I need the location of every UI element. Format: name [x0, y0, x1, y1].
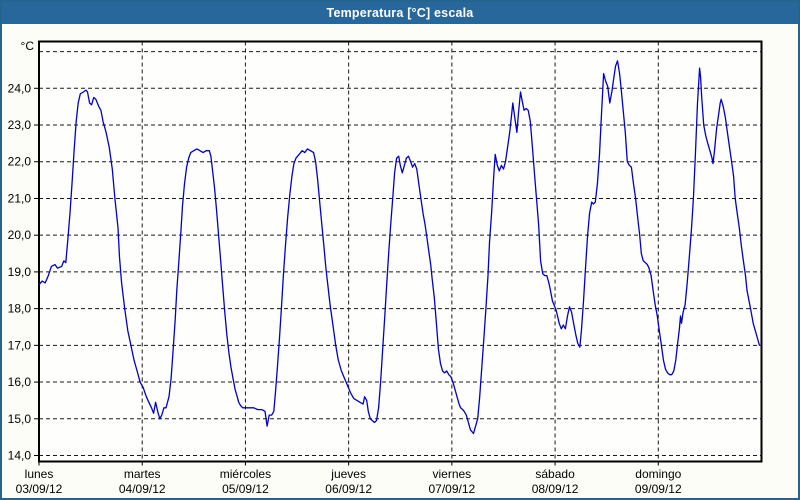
window-titlebar: Temperatura [°C] escala	[2, 2, 798, 24]
y-tick-label: 14,0	[8, 449, 32, 463]
window-title: Temperatura [°C] escala	[326, 6, 474, 20]
date-label: 08/09/12	[532, 482, 579, 496]
day-label: lunes	[25, 467, 54, 481]
y-tick-label: 22,0	[8, 155, 32, 169]
day-label: miércoles	[220, 467, 271, 481]
day-label: martes	[124, 467, 161, 481]
date-label: 09/09/12	[635, 482, 682, 496]
y-tick-label: 19,0	[8, 265, 32, 279]
date-label: 07/09/12	[428, 482, 475, 496]
temperature-chart: 14,0 15,0 16,0 17,0 18,0 19,0 20,0 21,0 22,0 23,0…	[8, 39, 763, 496]
y-tick-label: 21,0	[8, 191, 32, 205]
y-gridlines	[39, 51, 762, 456]
y-tick-label: 17,0	[8, 338, 32, 352]
y-tick-label: 23,0	[8, 118, 32, 132]
day-label: jueves	[330, 467, 366, 481]
date-label: 03/09/12	[16, 482, 63, 496]
date-label: 05/09/12	[222, 482, 269, 496]
temperature-line	[38, 60, 761, 435]
day-label: sábado	[535, 467, 575, 481]
date-label: 06/09/12	[325, 482, 372, 496]
day-label: domingo	[635, 467, 681, 481]
unit-label: °C	[21, 39, 35, 53]
x-gridlines	[141, 41, 659, 462]
day-label: viernes	[433, 467, 472, 481]
y-tick-label: 24,0	[8, 81, 32, 95]
y-tick-label: 15,0	[8, 412, 32, 426]
date-label: 04/09/12	[119, 482, 166, 496]
y-tick-label: 18,0	[8, 302, 32, 316]
chart-area: 14,0 15,0 16,0 17,0 18,0 19,0 20,0 21,0 22,0 23,0…	[2, 24, 798, 498]
y-tick-label: 20,0	[8, 228, 32, 242]
y-tick-label: 16,0	[8, 375, 32, 389]
y-axis-ticks: 14,0 15,0 16,0 17,0 18,0 19,0 20,0 21,0 22,0 23,0…	[8, 81, 39, 463]
plot-border	[38, 40, 763, 463]
